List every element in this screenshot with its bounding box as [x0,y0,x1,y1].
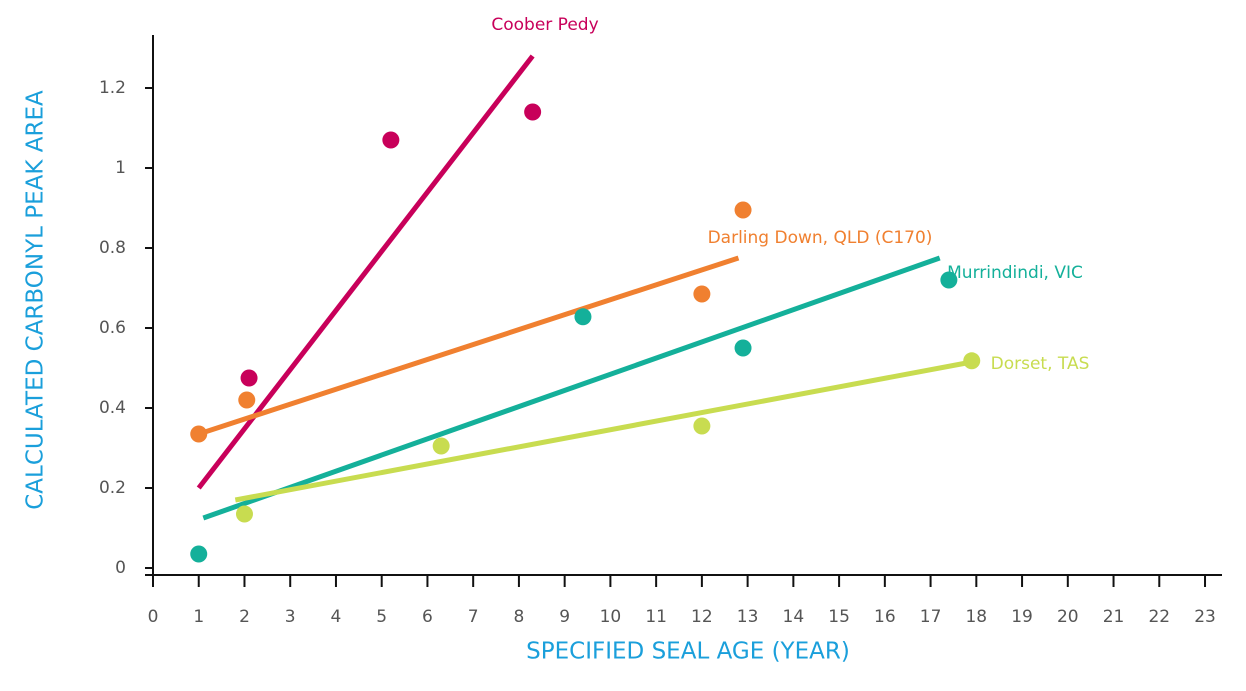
x-tick-label: 12 [691,607,713,627]
data-point [693,285,711,303]
x-tick-label: 3 [285,607,296,627]
series-label: Coober Pedy [491,15,598,35]
x-tick-label: 19 [1011,607,1033,627]
data-point [693,417,711,435]
x-tick-label: 18 [965,607,987,627]
x-tick-label: 21 [1103,607,1125,627]
y-tick-label: 0.8 [99,238,126,258]
y-tick-label: 1 [115,158,126,178]
x-axis-title: SPECIFIED SEAL AGE (YEAR) [526,639,850,665]
x-tick-label: 10 [600,607,622,627]
x-tick-label: 17 [920,607,942,627]
trend-line [197,255,740,437]
trend-line [202,255,941,521]
x-tick-label: 15 [828,607,850,627]
data-point [190,545,208,563]
data-point [734,201,752,219]
x-tick-label: 23 [1194,607,1216,627]
trend-line [196,54,535,490]
x-tick-label: 4 [331,607,342,627]
y-tick-label: 1.2 [99,78,126,98]
x-tick-label: 20 [1057,607,1079,627]
data-point [190,425,208,443]
x-tick-label: 7 [468,607,479,627]
data-point [240,369,258,387]
x-tick-label: 11 [645,607,667,627]
trend-line [234,359,973,503]
x-tick-label: 9 [559,607,570,627]
data-point [734,339,752,357]
x-tick-label: 13 [737,607,759,627]
data-point [574,308,592,326]
x-tick-label: 16 [874,607,896,627]
data-point [432,437,450,455]
y-tick-label: 0.2 [99,478,126,498]
x-tick-label: 14 [783,607,805,627]
data-point [235,505,253,523]
series-label: Dorset, TAS [991,354,1090,374]
data-point [963,352,981,370]
data-point [382,131,400,149]
data-point [238,391,256,409]
x-tick-label: 1 [193,607,204,627]
y-tick-label: 0 [115,558,126,578]
y-tick-label: 0.4 [99,398,126,418]
x-tick-label: 8 [514,607,525,627]
series-label: Darling Down, QLD (C170) [708,228,933,248]
y-axis-title: CALCULATED CARBONYL PEAK AREA [23,90,49,510]
x-tick-label: 0 [148,607,159,627]
x-tick-label: 22 [1148,607,1170,627]
y-tick-label: 0.6 [99,318,126,338]
series-label: Murrindindi, VIC [947,263,1083,283]
data-point [940,271,958,289]
data-point [524,103,542,121]
x-tick-label: 5 [376,607,387,627]
x-tick-label: 2 [239,607,250,627]
x-tick-label: 6 [422,607,433,627]
